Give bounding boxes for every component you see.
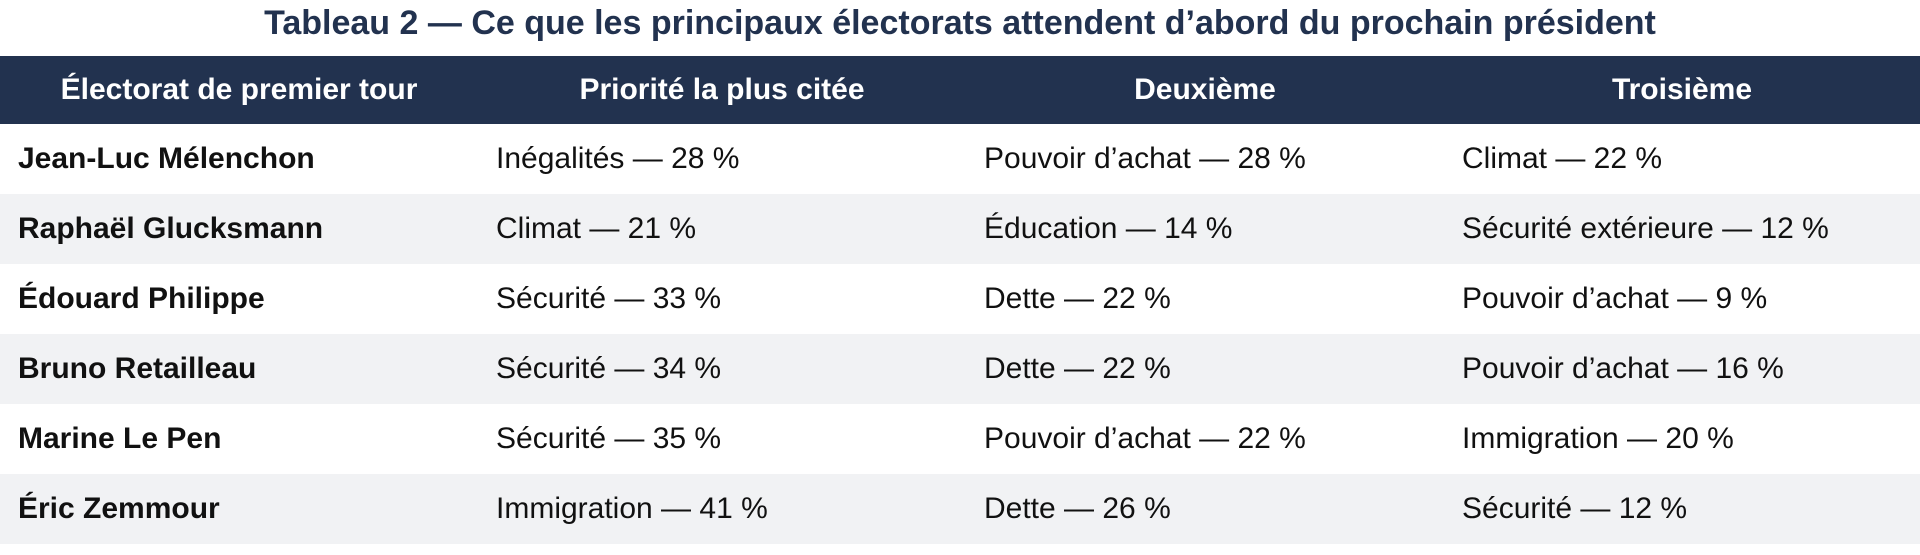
table-row: Édouard Philippe Sécurité — 33 % Dette —…: [0, 264, 1920, 334]
header-row: Électorat de premier tour Priorité la pl…: [0, 56, 1920, 124]
second-priority-cell: Dette — 26 %: [984, 492, 1171, 525]
second-priority-cell: Dette — 22 %: [984, 352, 1171, 385]
electorate-cell: Bruno Retailleau: [18, 352, 257, 385]
third-priority-cell: Pouvoir d’achat — 9 %: [1462, 282, 1768, 315]
table-row: Bruno Retailleau Sécurité — 34 % Dette —…: [0, 334, 1920, 404]
electorate-cell: Édouard Philippe: [18, 282, 265, 315]
second-priority-cell: Dette — 22 %: [984, 282, 1171, 315]
third-priority-cell: Immigration — 20 %: [1462, 422, 1734, 455]
table-row: Marine Le Pen Sécurité — 35 % Pouvoir d’…: [0, 404, 1920, 474]
third-priority-cell: Climat — 22 %: [1462, 142, 1663, 175]
column-header-third-priority: Troisième: [1611, 73, 1753, 106]
third-priority-cell: Sécurité extérieure — 12 %: [1462, 212, 1829, 245]
table-row: Jean-Luc Mélenchon Inégalités — 28 % Pou…: [0, 124, 1920, 194]
table-row: Éric Zemmour Immigration — 41 % Dette — …: [0, 474, 1920, 544]
electorate-cell: Raphaël Glucksmann: [18, 212, 324, 245]
first-priority-cell: Inégalités — 28 %: [496, 142, 740, 175]
first-priority-cell: Immigration — 41 %: [496, 492, 768, 525]
electorate-cell: Éric Zemmour: [18, 492, 220, 525]
table-row: Raphaël Glucksmann Climat — 21 % Éducati…: [0, 194, 1920, 264]
table-title: Tableau 2 — Ce que les principaux électo…: [264, 4, 1656, 42]
table-body: Jean-Luc Mélenchon Inégalités — 28 % Pou…: [0, 124, 1920, 544]
table-header: Électorat de premier tour Priorité la pl…: [0, 56, 1920, 124]
second-priority-cell: Pouvoir d’achat — 22 %: [984, 422, 1306, 455]
third-priority-cell: Sécurité — 12 %: [1462, 492, 1688, 525]
column-header-first-priority: Priorité la plus citée: [579, 73, 865, 106]
electorate-cell: Marine Le Pen: [18, 422, 222, 455]
first-priority-cell: Sécurité — 33 %: [496, 282, 722, 315]
second-priority-cell: Pouvoir d’achat — 28 %: [984, 142, 1306, 175]
second-priority-cell: Éducation — 14 %: [984, 212, 1233, 245]
column-header-second-priority: Deuxième: [1134, 73, 1276, 106]
electorate-cell: Jean-Luc Mélenchon: [18, 142, 315, 175]
first-priority-cell: Climat — 21 %: [496, 212, 697, 245]
column-header-electorate: Électorat de premier tour: [60, 73, 418, 106]
priorities-table: Électorat de premier tour Priorité la pl…: [0, 56, 1920, 544]
third-priority-cell: Pouvoir d’achat — 16 %: [1462, 352, 1784, 385]
first-priority-cell: Sécurité — 34 %: [496, 352, 722, 385]
first-priority-cell: Sécurité — 35 %: [496, 422, 722, 455]
